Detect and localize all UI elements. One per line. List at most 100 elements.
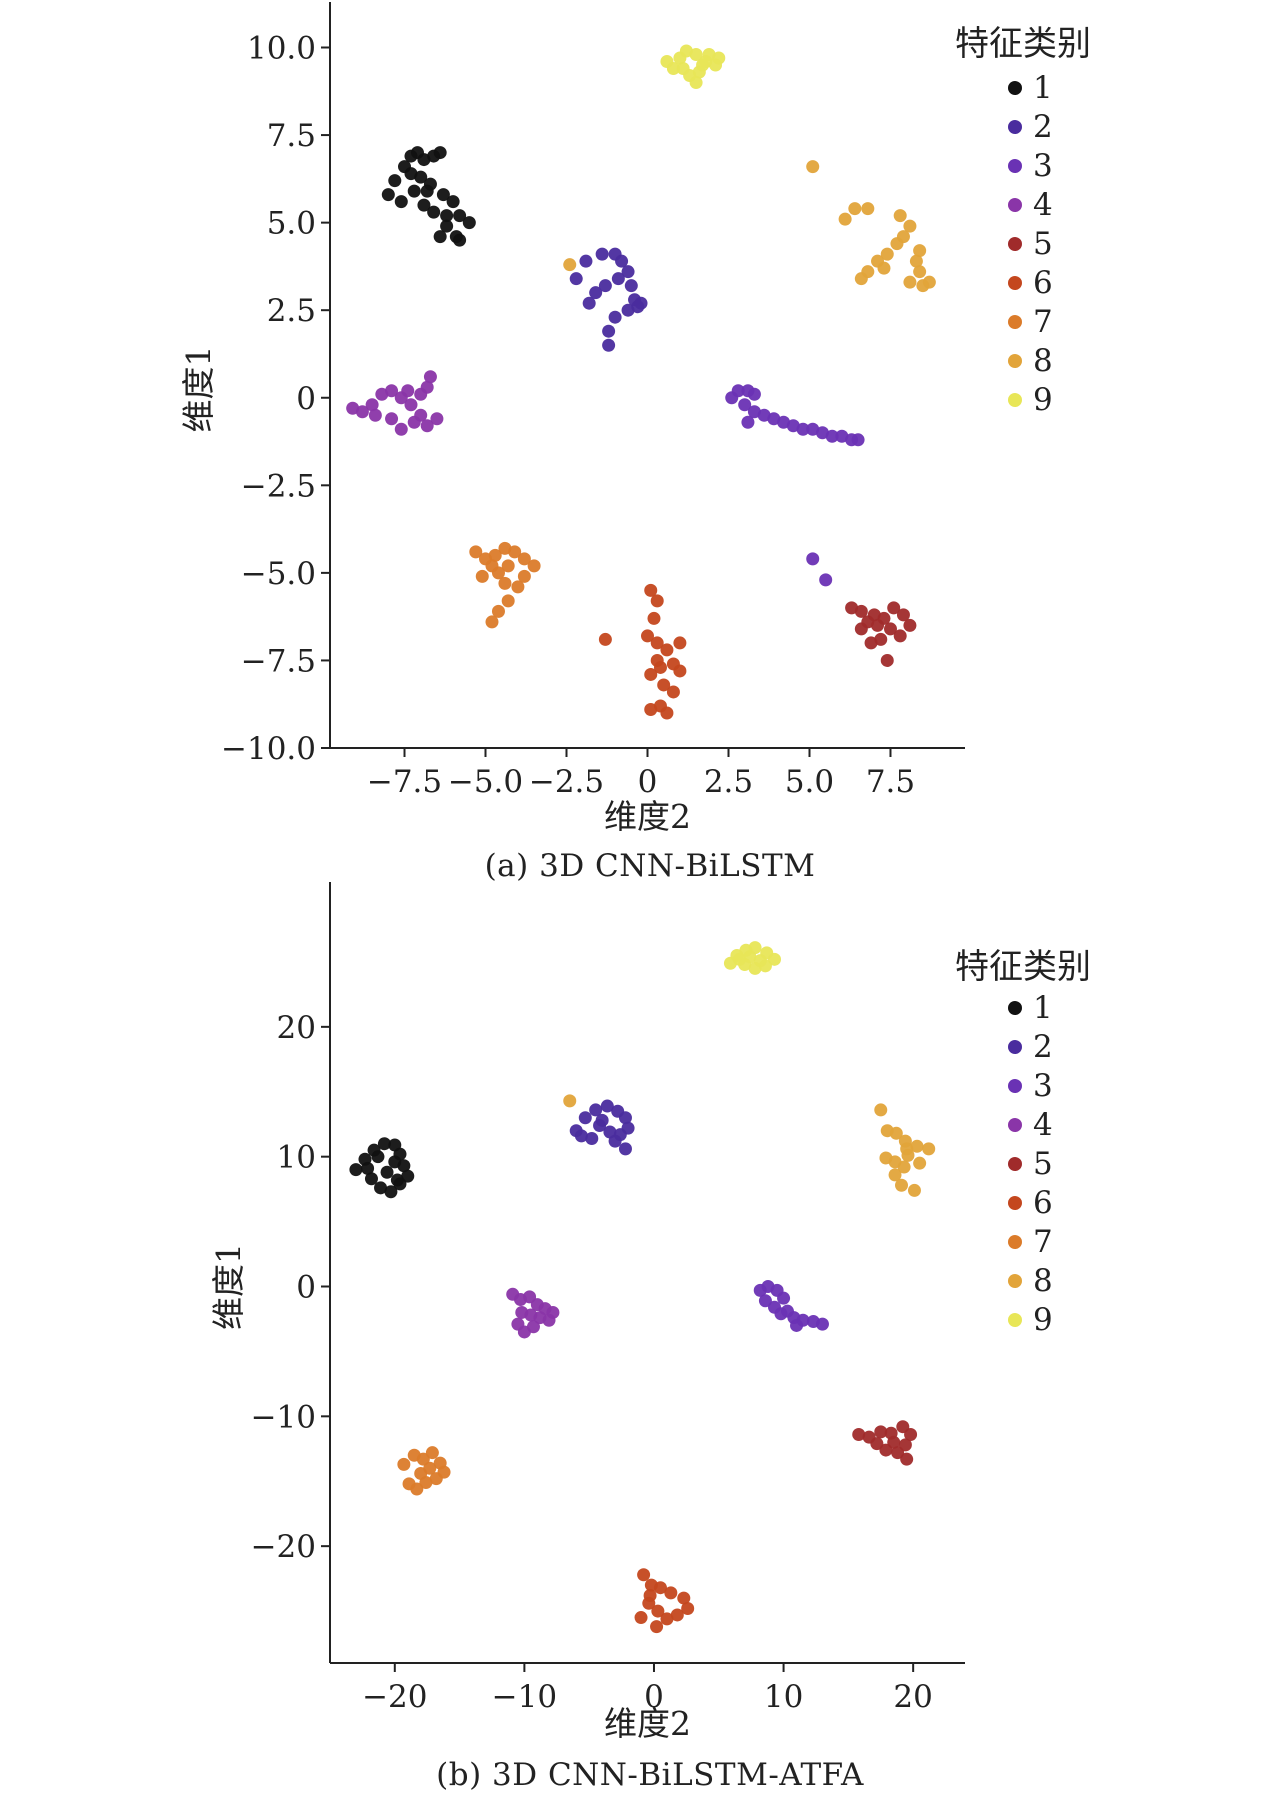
data-point (733, 952, 747, 966)
data-point (407, 415, 421, 429)
data-point (608, 310, 622, 324)
data-point (888, 1168, 902, 1182)
series-class-4 (346, 370, 444, 436)
legend-label: 9 (1033, 382, 1053, 418)
data-point (498, 576, 512, 590)
data-point (417, 198, 431, 212)
data-point (420, 184, 434, 198)
data-point (429, 1472, 443, 1486)
data-point (815, 1317, 829, 1331)
legend-marker (1008, 1157, 1022, 1171)
data-point (397, 1457, 411, 1471)
data-point (374, 1181, 388, 1195)
data-point (825, 429, 839, 443)
series-class-7 (469, 541, 541, 629)
y-tick-label: 10 (277, 1140, 316, 1176)
data-point (380, 1165, 394, 1179)
legend-marker (1008, 1079, 1022, 1093)
data-point (589, 286, 603, 300)
data-point (806, 552, 820, 566)
x-tick-label: −10 (492, 1679, 557, 1715)
data-point (394, 422, 408, 436)
data-point (618, 1142, 632, 1156)
series-class-6 (598, 583, 687, 720)
data-point (880, 247, 894, 261)
data-point (758, 1294, 772, 1308)
data-point (423, 1461, 437, 1475)
data-point (854, 604, 868, 618)
legend-label: 4 (1033, 187, 1053, 223)
series-class-3 (753, 1280, 829, 1332)
data-point (598, 632, 612, 646)
data-point (851, 433, 865, 447)
data-point (864, 636, 878, 650)
data-point (491, 604, 505, 618)
legend-label: 4 (1033, 1107, 1053, 1143)
data-point (774, 1307, 788, 1321)
legend-label: 7 (1033, 1224, 1053, 1260)
data-point (922, 275, 936, 289)
data-point (569, 272, 583, 286)
x-tick-label: −7.5 (367, 764, 442, 800)
y-tick-label: 20 (277, 1010, 316, 1046)
chart-panel-b: 20 10 0 −10 −20 −20 −10 0 10 20 维度2 维度1 (b) 3D CNN-B… (209, 882, 1091, 1793)
y-tick-label: −7.5 (241, 643, 316, 679)
data-point (485, 559, 499, 573)
data-point (388, 174, 402, 188)
legend-marker (1008, 198, 1022, 212)
data-point (414, 387, 428, 401)
y-axis-label: 维度1 (179, 346, 218, 433)
legend-marker (1008, 1235, 1022, 1249)
data-point (365, 398, 379, 412)
legend-label: 1 (1033, 990, 1053, 1026)
y-tick-label: −10.0 (221, 731, 316, 767)
data-point (641, 629, 654, 643)
legend-marker (1008, 1274, 1022, 1288)
data-point (440, 219, 454, 233)
chart-panel-a: 10.07.55.02.50−2.5−5.0−7.5−10.0−7.5 −5.0−… (179, 2, 1091, 884)
data-point (666, 62, 680, 76)
data-point (394, 195, 408, 209)
data-point (874, 1103, 888, 1117)
data-point (501, 594, 515, 608)
legend-title: 特征类别 (955, 947, 1091, 987)
data-point (681, 1601, 695, 1615)
data-point (563, 1094, 577, 1108)
series-class-2 (569, 247, 648, 352)
data-point (879, 1151, 893, 1165)
legend-label: 6 (1033, 1185, 1053, 1221)
data-point (903, 618, 917, 632)
series-class-9 (723, 941, 781, 975)
data-point (608, 1134, 622, 1148)
data-point (644, 583, 658, 597)
data-point (647, 611, 661, 625)
data-point (430, 412, 444, 426)
legend-marker (1008, 120, 1022, 134)
data-point (891, 1446, 905, 1460)
data-point (388, 1155, 402, 1169)
data-point (364, 1172, 378, 1186)
data-point (650, 1620, 664, 1634)
data-point (657, 678, 671, 692)
y-tick-label: 10.0 (247, 31, 316, 67)
data-point (903, 275, 917, 289)
data-point (903, 219, 917, 233)
data-point (651, 1604, 665, 1618)
data-point (738, 398, 752, 412)
data-point (670, 1608, 684, 1622)
legend-label: 1 (1033, 70, 1053, 106)
data-point (637, 1568, 651, 1582)
legend-marker (1008, 81, 1022, 95)
data-point (420, 419, 434, 433)
data-point (890, 237, 904, 251)
data-point (611, 272, 625, 286)
legend-label: 8 (1033, 343, 1053, 379)
data-point (910, 1139, 924, 1153)
data-point (425, 1446, 439, 1460)
data-point (664, 1586, 678, 1600)
data-point (907, 1183, 921, 1197)
data-point (416, 1452, 430, 1466)
y-tick-label: 7.5 (267, 118, 316, 154)
data-point (579, 254, 593, 268)
